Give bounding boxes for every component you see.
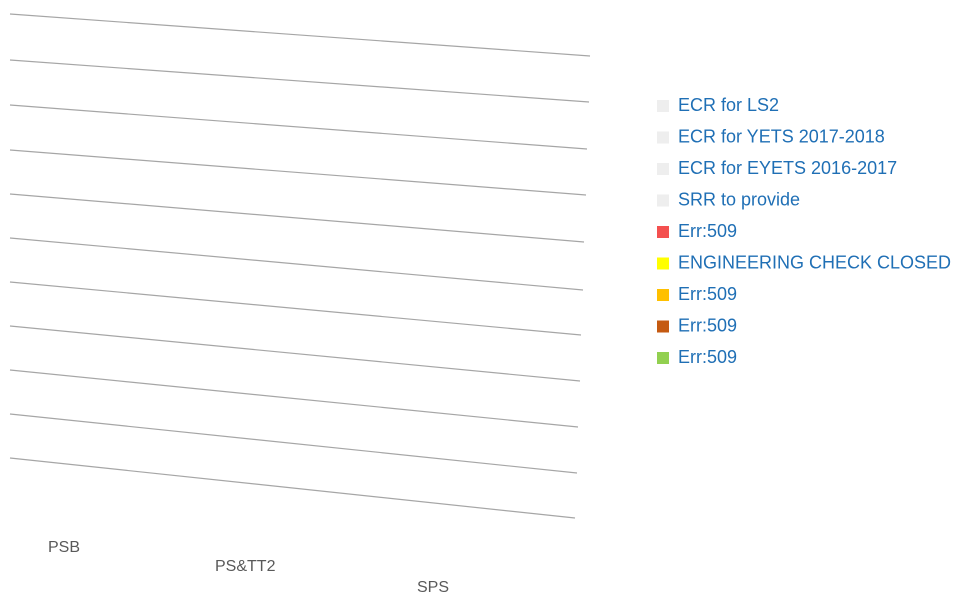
legend-swatch xyxy=(657,226,669,238)
grid-line xyxy=(9,149,587,196)
legend-swatch xyxy=(657,131,669,144)
x-tick-label: SPS xyxy=(417,579,449,596)
x-tick-label: PSB xyxy=(48,539,80,556)
legend-swatch xyxy=(657,194,669,207)
grid-line xyxy=(9,193,585,243)
legend-swatch xyxy=(657,100,669,112)
legend-swatch xyxy=(657,352,669,364)
legend-label: Err:509 xyxy=(678,347,737,367)
legend-swatch xyxy=(657,289,669,301)
grid-line xyxy=(9,281,582,336)
legend-label: ECR for LS2 xyxy=(678,95,779,115)
x-tick-label: PS&TT2 xyxy=(215,558,276,575)
legend-label: Err:509 xyxy=(678,315,737,335)
grid-line xyxy=(9,457,576,519)
legend-label: ENGINEERING CHECK CLOSED xyxy=(678,252,951,272)
legend-label: Err:509 xyxy=(678,284,737,304)
legend-label: SRR to provide xyxy=(678,189,800,209)
legend-label: Err:509 xyxy=(678,221,737,241)
grid-line xyxy=(9,369,579,428)
legend-swatch xyxy=(657,257,669,270)
legend-swatch xyxy=(657,163,669,175)
grid-line xyxy=(9,413,578,474)
grid-line xyxy=(9,59,590,103)
legend-label: ECR for EYETS 2016-2017 xyxy=(678,158,897,178)
grid-line xyxy=(9,104,588,150)
legend-label: ECR for YETS 2017-2018 xyxy=(678,126,885,146)
grid-line xyxy=(9,13,591,57)
grid-line xyxy=(9,237,584,291)
grid-line xyxy=(9,325,581,382)
grid xyxy=(9,13,591,519)
legend-swatch xyxy=(657,320,669,333)
